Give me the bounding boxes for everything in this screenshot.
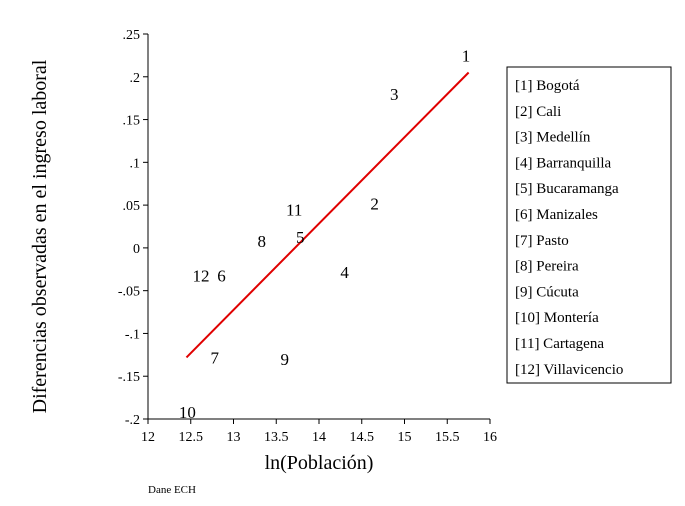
legend-entry: [11] Cartagena (515, 336, 604, 352)
legend-entry: [3] Medellín (515, 130, 591, 146)
legend-entry: [8] Pereira (515, 259, 579, 275)
x-tick-label: 12 (141, 430, 155, 445)
source-note: Dane ECH (148, 484, 196, 496)
x-tick-label: 13.5 (264, 430, 289, 445)
x-tick-label: 12.5 (179, 430, 204, 445)
legend-entry: [2] Cali (515, 104, 561, 120)
point-label-10: 10 (179, 403, 196, 422)
legend-entry: [7] Pasto (515, 233, 569, 249)
y-tick-label: -.15 (118, 370, 140, 385)
legend-entry: [5] Bucaramanga (515, 181, 619, 197)
y-tick-label: -.05 (118, 285, 140, 300)
fit-line (185, 71, 470, 359)
legend-entry: [6] Manizales (515, 207, 598, 223)
legend-box (506, 66, 672, 384)
y-tick-label: .15 (123, 114, 141, 129)
legend: [1] Bogotá [2] Cali [3] Medellín [4] Barran… (506, 66, 672, 384)
point-label-1: 1 (462, 46, 471, 65)
point-label-9: 9 (281, 350, 290, 369)
x-tick-label: 15.5 (435, 430, 460, 445)
point-label-8: 8 (257, 232, 266, 251)
x-tick-label: 14.5 (350, 430, 375, 445)
legend-entry: [12] Villavicencio (515, 362, 623, 378)
point-label-6: 6 (217, 266, 226, 285)
point-label-4: 4 (340, 263, 349, 282)
legend-entry: [4] Barranquilla (515, 155, 612, 171)
y-axis-title: Diferencias observadas en el ingreso lab… (29, 59, 51, 413)
point-label-12: 12 (193, 266, 210, 285)
point-label-7: 7 (210, 348, 219, 367)
point-label-5: 5 (296, 228, 305, 247)
point-label-2: 2 (370, 194, 379, 213)
y-tick-label: -.1 (125, 327, 140, 342)
x-tick-label: 16 (483, 430, 497, 445)
legend-entry: [9] Cúcuta (515, 284, 579, 300)
y-tick-label: .25 (123, 28, 141, 43)
y-tick-label: -.2 (125, 413, 140, 428)
x-tick-label: 13 (227, 430, 241, 445)
y-tick-label: 0 (133, 242, 140, 257)
x-axis-title: ln(Población) (265, 452, 374, 474)
y-tick-label: .2 (130, 71, 141, 86)
y-tick-label: .05 (123, 199, 141, 214)
x-tick-label: 14 (312, 430, 326, 445)
legend-entry: [10] Montería (515, 310, 599, 326)
x-tick-label: 15 (398, 430, 412, 445)
fit-line-group (185, 71, 470, 359)
point-label-3: 3 (390, 85, 399, 104)
y-tick-label: .1 (130, 156, 141, 171)
legend-entry: [1] Bogotá (515, 78, 580, 94)
point-label-11: 11 (286, 200, 302, 219)
